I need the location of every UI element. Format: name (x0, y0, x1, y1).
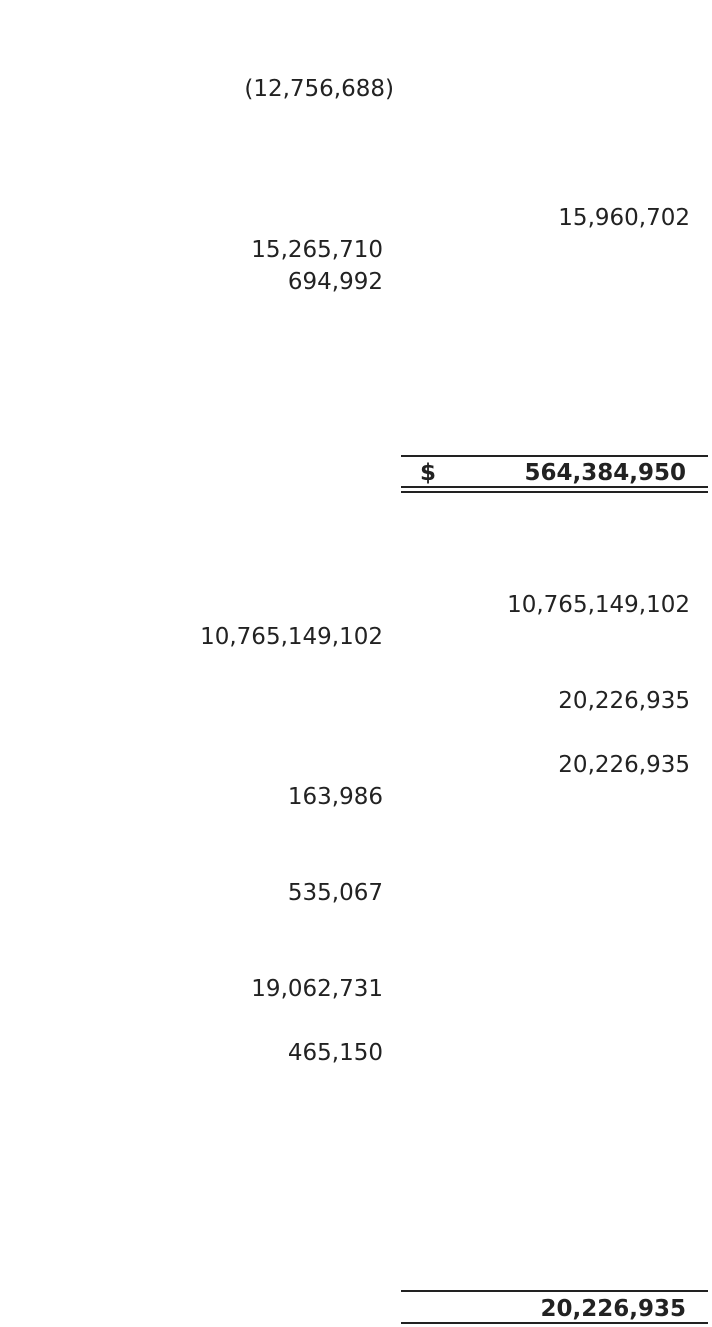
value-left: 535,067 (287, 880, 383, 906)
total-value: 20,226,935 (540, 1296, 686, 1322)
total-top-rule (401, 455, 708, 457)
value-right: 20,226,935 (558, 752, 690, 778)
value-left: (12,756,688) (244, 76, 394, 102)
value-right: 10,765,149,102 (507, 592, 690, 618)
value-left: 15,265,710 (251, 237, 383, 263)
value-left: 465,150 (287, 1040, 383, 1066)
total-top-rule (401, 1290, 708, 1292)
value-left: 10,765,149,102 (200, 624, 383, 650)
total-double-rule-1 (401, 486, 708, 488)
value-right: 15,960,702 (558, 205, 690, 231)
currency-symbol: $ (420, 460, 437, 486)
total-value: 564,384,950 (524, 460, 686, 486)
value-left: 163,986 (287, 784, 383, 810)
value-left: 19,062,731 (251, 976, 383, 1002)
total-double-rule-2 (401, 491, 708, 493)
value-left: 694,992 (287, 269, 383, 295)
total-bottom-rule (401, 1322, 708, 1324)
value-right: 20,226,935 (558, 688, 690, 714)
